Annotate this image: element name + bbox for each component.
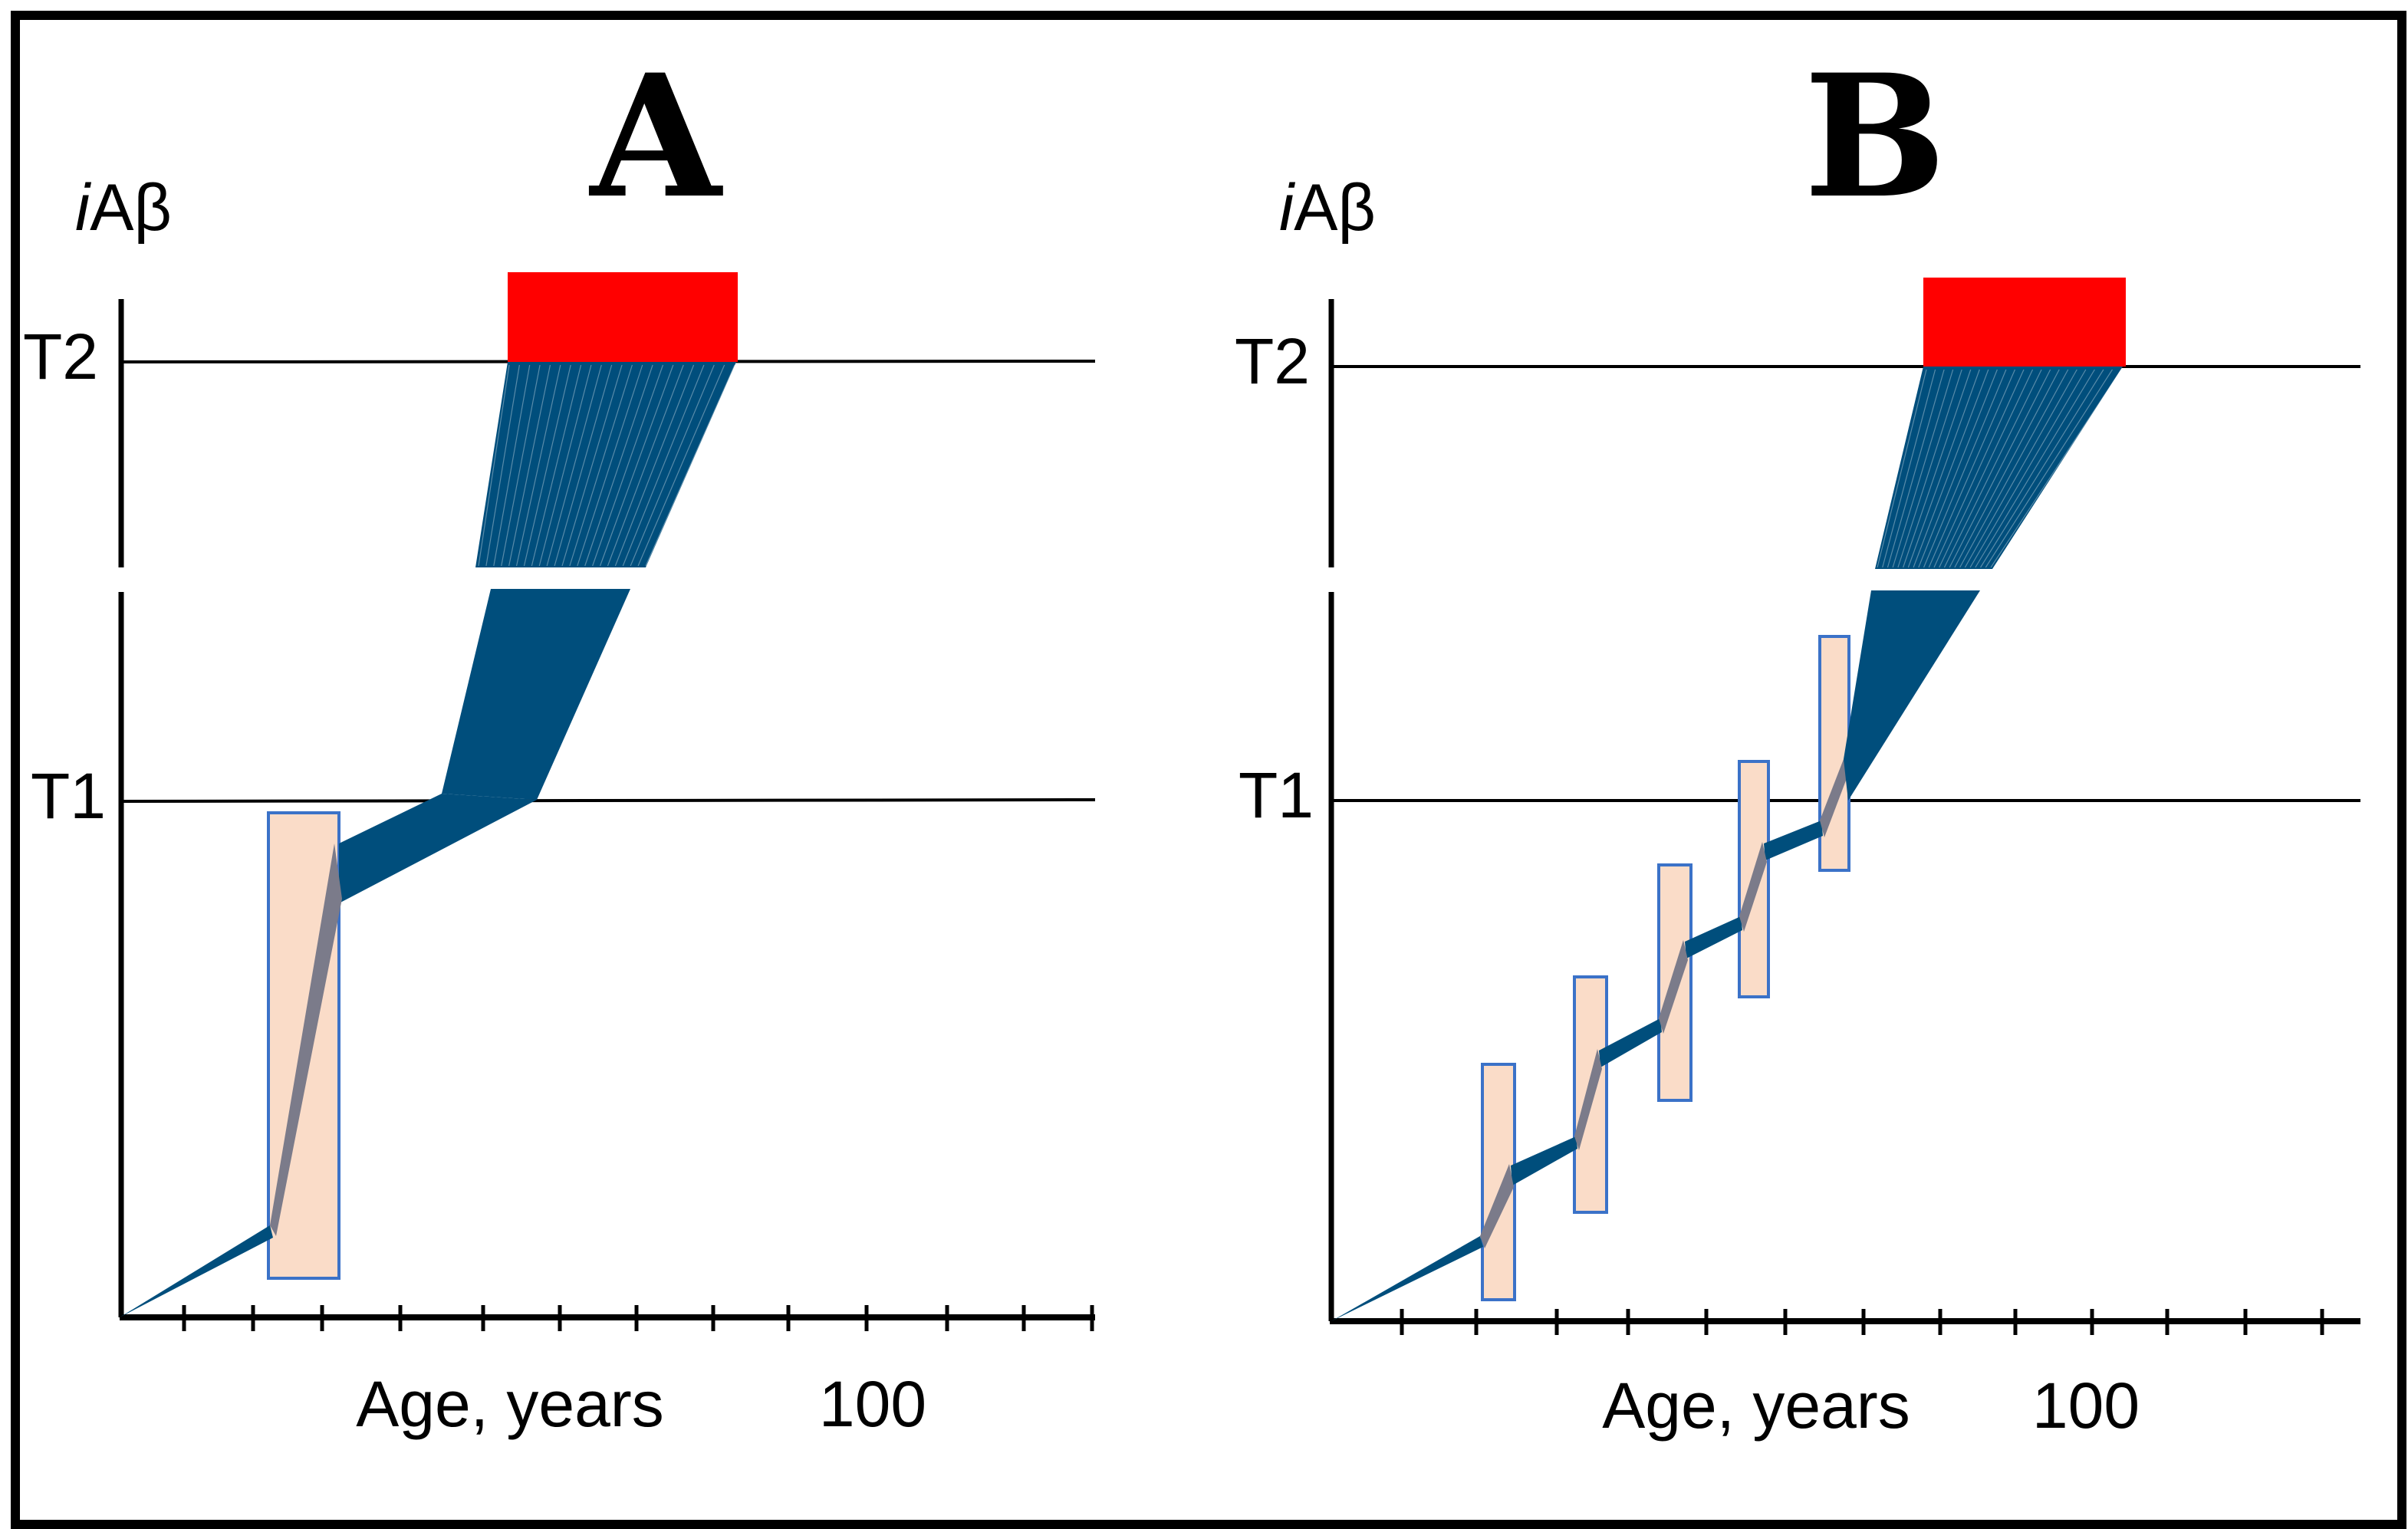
panel-a-fan-strand-8 (531, 364, 582, 567)
panel-a-early-trajectory (120, 1225, 273, 1317)
panel-b-fan-strand-18 (1964, 369, 2077, 568)
panel-a-x-value-label: 100 (819, 1368, 926, 1440)
panel-a-fan-strand-11 (554, 364, 613, 567)
panel-b-stair-flat-2 (1511, 1136, 1577, 1185)
panel-b-t1-label: T1 (1239, 759, 1314, 831)
panel-a-fan-strand-5 (508, 364, 551, 567)
panel-b-title: B (1804, 37, 1946, 235)
panel-b-fan-strand-9 (1918, 369, 1998, 568)
panel-b-stair-flat-5 (1764, 820, 1823, 860)
panel-a-fan-strand-21 (630, 364, 715, 567)
panel-b-fan-strand-6 (1903, 369, 1972, 568)
panel-a-fan-strand-3 (493, 364, 531, 567)
panel-a-fan-strand-6 (515, 364, 561, 567)
panel-a-t1-line (120, 798, 1096, 803)
panel-b-staircase (1331, 820, 1823, 1321)
panel-b-t2-reached-bar (1923, 278, 2126, 367)
panel-a-t2-reached-bar (508, 272, 738, 362)
panel-b-fan-lower (1844, 590, 1980, 801)
panel-a-y-label-italic: i (75, 171, 92, 245)
panel-a-fan-strand-23 (645, 364, 735, 567)
panel-a-fan-strands (478, 364, 735, 567)
panel-a-fan-strand-12 (561, 364, 623, 567)
panel-a-fan-strand-1 (478, 364, 510, 567)
panel-b-fan-strand-8 (1913, 369, 1989, 568)
panel-b-stair-flat-3 (1599, 1018, 1662, 1067)
panel-a-y-label-rest: Aβ (90, 171, 172, 245)
panel-b-fan-strand-17 (1959, 369, 2069, 568)
panel-b-fan-strand-16 (1954, 369, 2060, 568)
panel-a-fan-strand-7 (523, 364, 571, 567)
panel-a-fan-strand-13 (569, 364, 633, 567)
panel-b-stair-flat-1 (1331, 1236, 1483, 1321)
panel-b-fan-strand-22 (1985, 369, 2113, 568)
panel-a-title: A (589, 37, 724, 235)
panel-b-fan-strand-14 (1943, 369, 2042, 568)
panel-b-x-label: Age, years (1602, 1370, 1910, 1442)
panel-a-fan-strand-20 (622, 364, 705, 567)
panel-a-fan-lower (442, 589, 630, 800)
panel-b-fan-strand-5 (1897, 369, 1962, 568)
panel-b-x-value-label: 100 (2032, 1370, 2140, 1442)
panel-a-y-axis-label: iAβ (75, 171, 172, 245)
figure-frame (11, 11, 2406, 1529)
panel-a-fan-strand-19 (614, 364, 695, 567)
panel-b-fan-strand-7 (1907, 369, 1980, 568)
panel-b-steep-2 (1574, 1049, 1602, 1150)
panel-a-fan-strand-15 (584, 364, 653, 567)
panel-a-fan-strand-14 (577, 364, 643, 567)
panel-b-x-ticks (1400, 1309, 2324, 1335)
panel-a-t1-label: T1 (31, 760, 106, 832)
panel-a-fan-strand-22 (637, 364, 725, 567)
panel-b: B iAβ T2 T1 Age, years 100 (1235, 37, 2360, 1442)
panel-b-fan-strand-23 (1990, 369, 2122, 568)
panel-a-fan-upper (475, 362, 736, 567)
panel-b-fan-strand-2 (1882, 369, 1936, 568)
panel-b-fan-strand-19 (1969, 369, 2087, 568)
panel-b-fan-strand-13 (1939, 369, 2034, 568)
panel-b-fan-strand-21 (1980, 369, 2104, 568)
panel-b-fan-strand-20 (1975, 369, 2095, 568)
panel-a-fan-strand-9 (538, 364, 592, 567)
panel-b-fan-strand-11 (1928, 369, 2016, 568)
panel-b-steep-1 (1480, 1164, 1514, 1248)
panel-b-fan-strand-15 (1949, 369, 2051, 568)
panel-b-y-label-rest: Aβ (1294, 171, 1376, 245)
panel-b-steep-5 (1820, 759, 1848, 837)
panel-b-y-axis-label: iAβ (1279, 171, 1376, 245)
panel-b-fan-strand-10 (1923, 369, 2007, 568)
panel-b-fan-strand-12 (1933, 369, 2025, 568)
panel-a-plateau-bundle (339, 794, 537, 903)
panel-b-highlight-box-3 (1657, 863, 1693, 1102)
panel-a-fan-strand-18 (607, 364, 684, 567)
panel-b-t2-label: T2 (1235, 325, 1310, 397)
panel-b-fan-strand-3 (1887, 369, 1945, 568)
panel-b-steep-4 (1739, 842, 1767, 932)
panel-a-x-ticks (182, 1305, 1094, 1331)
panel-b-fan-strand-1 (1877, 369, 1927, 568)
panel-a-steep-segment (270, 843, 342, 1236)
panel-a-t2-label: T2 (23, 321, 98, 393)
panel-a-x-label: Age, years (356, 1368, 664, 1440)
panel-b-fan-upper (1875, 367, 2123, 569)
panel-a-fan-strand-10 (546, 364, 602, 567)
panel-b-y-label-italic: i (1279, 171, 1296, 245)
panel-a: A iAβ T2 T1 Age, years 100 (23, 37, 1096, 1440)
panel-a-fan-strand-17 (599, 364, 674, 567)
panel-b-highlight-box-1 (1481, 1063, 1516, 1301)
panel-a-fan-strand-4 (501, 364, 541, 567)
panel-b-steep-3 (1659, 940, 1688, 1034)
panel-a-fan-strand-16 (592, 364, 664, 567)
panel-b-steep-segments (1480, 759, 1848, 1248)
panel-b-stair-flat-4 (1685, 916, 1742, 959)
panel-b-fan-strand-4 (1892, 369, 1954, 568)
panel-b-fan-strands (1877, 369, 2122, 568)
panel-a-fan-strand-2 (485, 364, 520, 567)
